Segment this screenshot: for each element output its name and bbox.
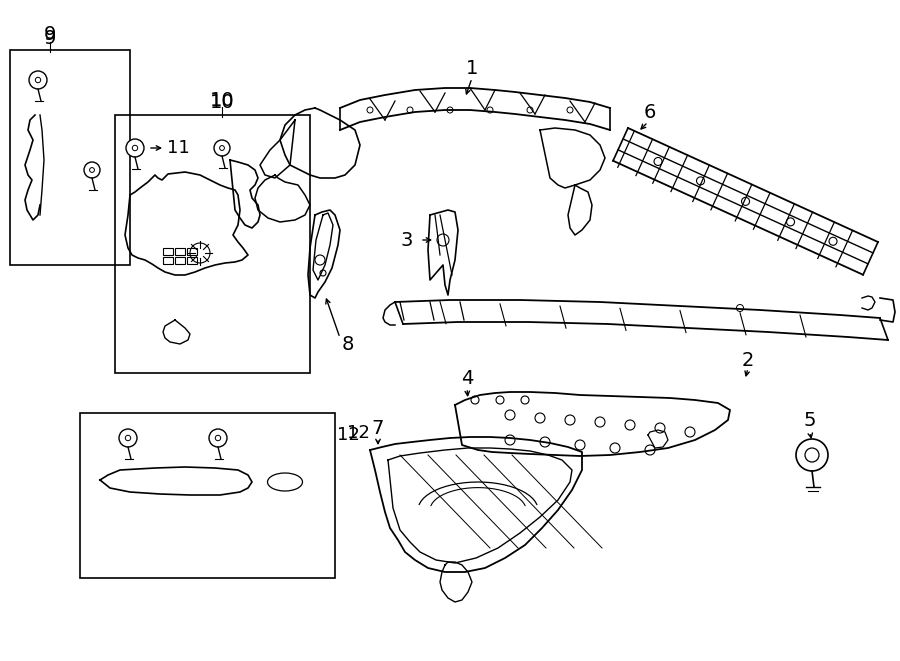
Text: 8: 8 bbox=[342, 336, 355, 354]
Text: 1: 1 bbox=[466, 59, 478, 77]
Circle shape bbox=[84, 162, 100, 178]
Bar bbox=[187, 248, 197, 255]
Bar bbox=[187, 257, 197, 264]
Text: 9: 9 bbox=[44, 26, 56, 44]
Text: 11: 11 bbox=[166, 139, 189, 157]
Bar bbox=[175, 257, 185, 264]
Bar bbox=[80, 413, 335, 578]
Text: 4: 4 bbox=[461, 368, 473, 387]
Circle shape bbox=[209, 429, 227, 447]
Circle shape bbox=[796, 439, 828, 471]
Text: 7: 7 bbox=[372, 418, 384, 438]
Bar bbox=[115, 115, 310, 373]
Text: 9: 9 bbox=[44, 28, 56, 48]
Text: 12: 12 bbox=[346, 424, 369, 442]
Circle shape bbox=[29, 71, 47, 89]
Bar bbox=[163, 248, 173, 255]
Bar bbox=[175, 248, 185, 255]
Text: 2: 2 bbox=[742, 350, 754, 369]
Circle shape bbox=[119, 429, 137, 447]
Text: 6: 6 bbox=[644, 102, 656, 122]
Circle shape bbox=[214, 140, 230, 156]
Text: 3: 3 bbox=[400, 231, 413, 249]
Bar bbox=[10, 50, 130, 265]
Bar bbox=[163, 257, 173, 264]
Circle shape bbox=[126, 139, 144, 157]
Text: 10: 10 bbox=[210, 93, 234, 112]
Text: 12: 12 bbox=[337, 426, 359, 444]
Text: 5: 5 bbox=[804, 410, 816, 430]
Text: 10: 10 bbox=[210, 91, 234, 110]
